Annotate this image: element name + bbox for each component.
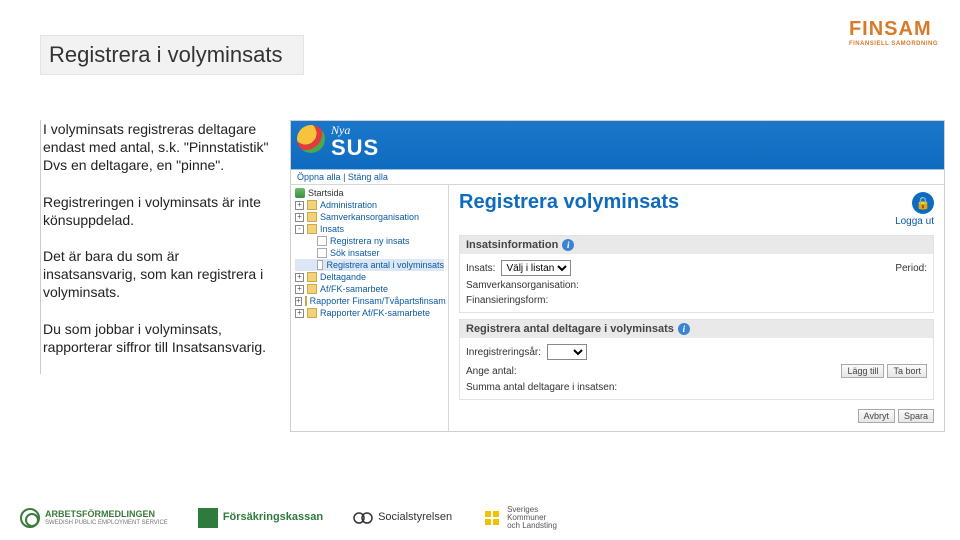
page-title: Registrera volyminsats: [459, 191, 679, 214]
section1-title: Insatsinformation: [466, 239, 558, 251]
year-select[interactable]: [547, 344, 587, 360]
page-icon: [317, 236, 327, 246]
home-icon: [295, 188, 305, 198]
folder-icon: [307, 212, 317, 222]
info-icon[interactable]: i: [562, 239, 574, 251]
folder-icon: [307, 272, 317, 282]
tree-item-deltagande[interactable]: + Deltagande: [295, 271, 444, 283]
page-icon: [317, 248, 327, 258]
slide-title: Registrera i volyminsats: [49, 42, 283, 68]
slide-title-box: Registrera i volyminsats: [40, 35, 304, 75]
remove-button[interactable]: Ta bort: [887, 364, 927, 378]
folder-icon: [307, 308, 317, 318]
tree-item-rapporter-af-fk[interactable]: + Rapporter Af/FK-samarbete: [295, 307, 444, 319]
insatsinformation-block: Insatsinformation i Insats: Välj i lista…: [459, 235, 934, 313]
expand-icon[interactable]: +: [295, 309, 304, 318]
year-label: Inregistreringsår:: [466, 347, 541, 358]
registrera-antal-block: Registrera antal deltagare i volyminsats…: [459, 319, 934, 400]
tree-item-rapporter-finsam[interactable]: + Rapporter Finsam/Tvåpartsfinsam: [295, 295, 444, 307]
app-header-bar: Nya SUS: [291, 121, 944, 169]
samverkansorg-label: Samverkansorganisation:: [466, 280, 579, 291]
para-4: Du som jobbar i volyminsats, rapporterar…: [41, 320, 270, 356]
forsakringskassan-logo: Försäkringskassan: [198, 508, 323, 528]
partner-logos: ARBETSFÖRMEDLINGEN SWEDISH PUBLIC EMPLOY…: [20, 506, 557, 530]
sus-logo-icon: [297, 125, 325, 153]
info-icon[interactable]: i: [678, 323, 690, 335]
finansiering-label: Finansieringsform:: [466, 295, 548, 306]
summa-label: Summa antal deltagare i insatsen:: [466, 382, 617, 393]
tree-item-sok-insatser[interactable]: Sök insatser: [295, 247, 444, 259]
page-icon: [317, 260, 323, 270]
section2-title: Registrera antal deltagare i volyminsats: [466, 323, 674, 335]
nav-tree: Startsida + Administration + Samverkanso…: [291, 185, 449, 431]
open-all-link[interactable]: Öppna alla: [297, 172, 341, 182]
expand-icon[interactable]: +: [295, 297, 302, 306]
explanatory-text-column: I volyminsats registreras deltagare enda…: [40, 120, 270, 374]
finsam-tagline: FINANSIELL SAMORDNING: [849, 41, 938, 47]
insats-select[interactable]: Välj i listan: [501, 260, 571, 276]
expand-icon[interactable]: +: [295, 213, 304, 222]
tree-item-af-fk-samarbete[interactable]: + Af/FK-samarbete: [295, 283, 444, 295]
expand-icon[interactable]: +: [295, 201, 304, 210]
sus-logo-text: SUS: [331, 135, 379, 161]
cancel-button[interactable]: Avbryt: [858, 409, 895, 423]
insats-label: Insats:: [466, 263, 495, 274]
tree-item-registrera-antal-volyminsats[interactable]: Registrera antal i volyminsats: [295, 259, 444, 271]
folder-icon: [305, 296, 307, 306]
finsam-logo: FINSAM FINANSIELL SAMORDNING: [849, 18, 938, 47]
tree-item-registrera-ny-insats[interactable]: Registrera ny insats: [295, 235, 444, 247]
para-3: Det är bara du som är insatsansvarig, so…: [41, 247, 270, 302]
socialstyrelsen-logo: Socialstyrelsen: [353, 508, 452, 528]
folder-icon: [307, 200, 317, 210]
close-all-link[interactable]: Stäng alla: [348, 172, 388, 182]
period-label: Period:: [895, 263, 927, 274]
add-button[interactable]: Lägg till: [841, 364, 884, 378]
tree-item-insats[interactable]: - Insats: [295, 223, 444, 235]
expand-icon[interactable]: +: [295, 273, 304, 282]
antal-label: Ange antal:: [466, 366, 517, 377]
tree-item-samverkansorganisation[interactable]: + Samverkansorganisation: [295, 211, 444, 223]
folder-icon: [307, 224, 317, 234]
tree-toolbar: Öppna alla | Stäng alla: [291, 169, 944, 185]
fk-mark-icon: [198, 508, 218, 528]
expand-icon[interactable]: +: [295, 285, 304, 294]
af-mark-icon: [20, 508, 40, 528]
logout-link[interactable]: Logga ut: [895, 216, 934, 227]
sos-mark-icon: [353, 508, 373, 528]
finsam-name: FINSAM: [849, 18, 938, 41]
collapse-icon[interactable]: -: [295, 225, 304, 234]
folder-icon: [307, 284, 317, 294]
save-button[interactable]: Spara: [898, 409, 934, 423]
skl-logo: Sveriges Kommuner och Landsting: [482, 506, 557, 530]
para-2: Registreringen i volyminsats är inte kön…: [41, 193, 270, 229]
tree-item-administration[interactable]: + Administration: [295, 199, 444, 211]
arbetsformedlingen-logo: ARBETSFÖRMEDLINGEN SWEDISH PUBLIC EMPLOY…: [20, 508, 168, 528]
sus-app-screenshot: Nya SUS Öppna alla | Stäng alla Startsid…: [290, 120, 945, 432]
tree-item-startsida[interactable]: Startsida: [295, 187, 444, 199]
lock-icon: 🔒: [912, 192, 934, 214]
para-1: I volyminsats registreras deltagare enda…: [41, 120, 270, 175]
content-panel: Registrera volyminsats 🔒 Logga ut Insats…: [449, 185, 944, 431]
skl-mark-icon: [482, 508, 502, 528]
